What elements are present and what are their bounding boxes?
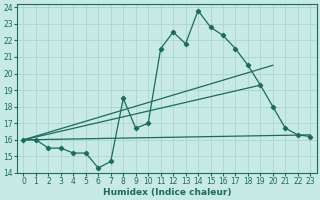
X-axis label: Humidex (Indice chaleur): Humidex (Indice chaleur) [103,188,231,197]
